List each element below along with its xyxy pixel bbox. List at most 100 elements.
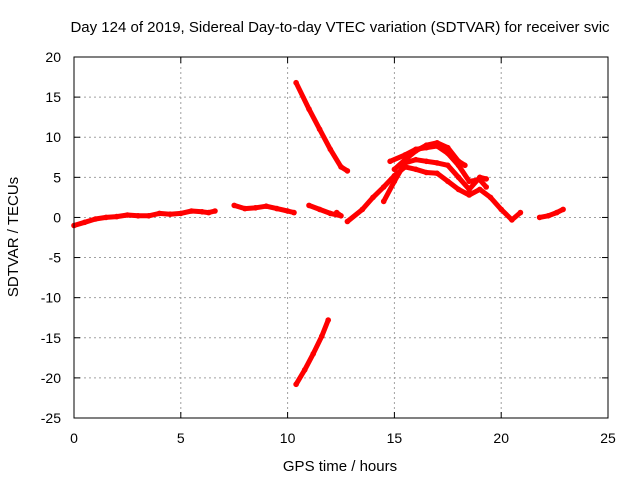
data-point [466,192,473,198]
data-point [316,206,323,213]
data-point [167,211,173,217]
data-point [103,214,109,221]
y-tick-label: -20 [41,370,61,386]
data-point [284,208,291,214]
data-point [560,206,566,213]
data-point [274,205,280,212]
y-tick-label: 0 [53,209,61,225]
data-point [391,166,398,173]
data-point [545,213,551,219]
data-point [466,178,473,185]
data-point [338,164,344,170]
series-arc-6 [344,164,523,224]
data-point [293,381,299,388]
data-point [466,186,473,193]
data-point [402,160,408,166]
y-axis-label: SDTVAR / TECUs [5,177,22,297]
y-tick-label: -15 [41,330,61,346]
data-point [301,367,308,373]
data-point [306,202,312,209]
x-tick-label: 0 [70,430,78,446]
data-point [455,186,462,193]
x-tick-label: 20 [493,430,509,446]
data-point [242,205,248,212]
data-point [359,206,366,213]
x-axis-label: GPS time / hours [283,458,397,475]
data-point [113,213,120,220]
data-point [413,156,419,163]
y-tick-label: -10 [41,290,61,306]
data-point [445,162,451,169]
data-point [483,176,490,182]
data-point [553,209,560,216]
data-point [423,158,430,165]
data-point [327,210,334,217]
data-point [188,208,195,214]
y-tick-label: 10 [45,129,61,145]
y-tick-label: 5 [53,169,61,185]
x-tick-label: 5 [177,430,185,446]
y-tick-label: -25 [41,410,61,426]
axis-ticks: 0 5 10 15 20 25 -25 -20 -15 -10 -5 0 5 10 15 20 [41,49,616,446]
data-point [156,210,163,217]
data-point [146,213,152,219]
data-point [316,126,323,132]
x-tick-label: 25 [600,430,616,446]
data-point [205,209,212,216]
data-point [487,194,494,201]
data-point [327,146,334,153]
data-point [380,198,387,205]
data-point [135,213,141,219]
data-point [291,209,297,216]
series-arc-4 [293,80,350,174]
data-point [423,169,430,176]
data-point [212,208,218,214]
data-point [434,160,440,166]
y-tick-label: 15 [45,89,61,105]
data-point [434,170,440,177]
data-point [413,146,419,153]
data-series [71,79,566,388]
data-point [517,209,524,216]
data-point [344,168,351,174]
data-point [391,178,398,185]
data-point [333,209,340,216]
data-point [413,166,419,173]
data-point [498,206,505,213]
data-point [325,317,332,323]
chart-title: Day 124 of 2019, Sidereal Day-to-day VTE… [70,19,610,36]
data-point [231,202,237,209]
plot-frame [73,56,609,419]
data-point [445,178,451,185]
data-point [423,144,430,151]
data-point [483,184,490,190]
data-point [338,213,344,219]
data-point [263,203,270,209]
data-point [81,219,88,226]
data-point [178,210,184,217]
data-point [455,162,462,169]
data-point [536,214,543,221]
data-point [462,162,468,169]
data-point [293,79,299,86]
data-point [370,194,376,201]
data-point [445,150,451,157]
data-point [306,106,312,112]
data-point [477,174,483,181]
series-arc-10 [537,206,566,220]
y-tick-label: 20 [45,49,61,65]
data-point [445,144,451,151]
data-point [387,158,393,165]
data-point [252,205,259,211]
y-tick-label: -5 [49,250,62,266]
data-point [92,216,99,222]
data-point [319,333,325,340]
data-point [199,209,205,215]
data-point [477,186,483,193]
data-point [455,174,462,181]
x-tick-label: 10 [280,430,296,446]
data-point [310,351,317,357]
data-point [434,143,440,149]
x-tick-label: 15 [387,430,403,446]
